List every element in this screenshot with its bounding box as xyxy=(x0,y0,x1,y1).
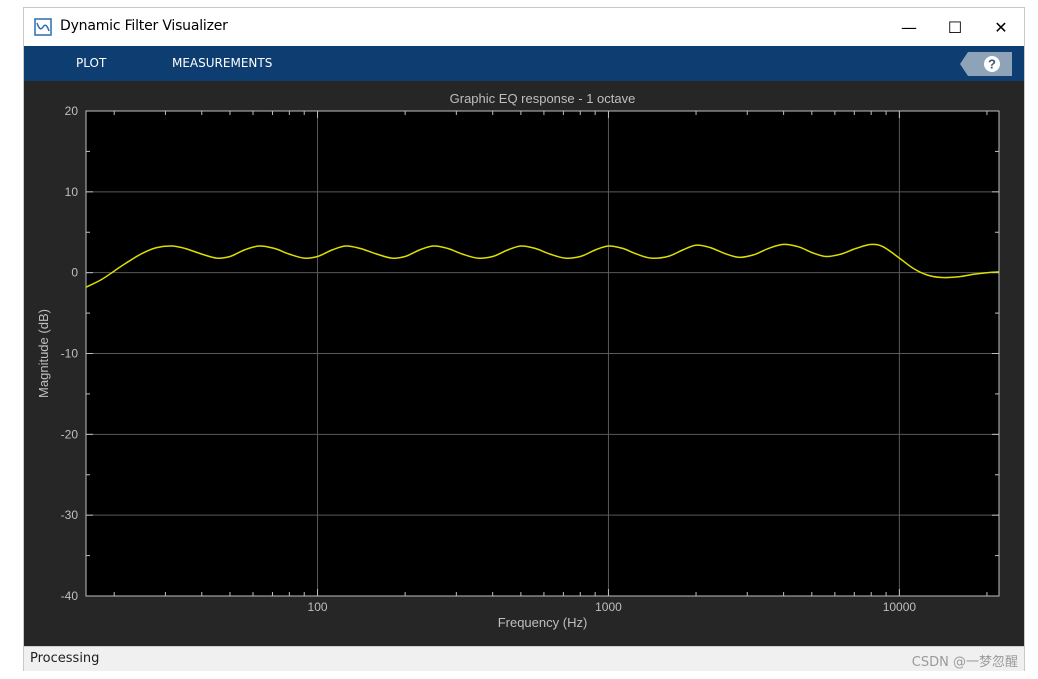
svg-text:?: ? xyxy=(988,57,996,72)
filter-visualizer-icon xyxy=(34,18,52,36)
tab-measurements[interactable]: MEASUREMENTS xyxy=(172,56,273,70)
y-axis-label: Magnitude (dB) xyxy=(36,309,51,398)
x-tick-label: 100 xyxy=(308,600,328,614)
chart-title: Graphic EQ response - 1 octave xyxy=(450,91,636,106)
app-window: Dynamic Filter Visualizer — ☐ ✕ PLOT MEA… xyxy=(24,8,1024,671)
close-button[interactable]: ✕ xyxy=(978,8,1024,46)
x-tick-label: 1000 xyxy=(595,600,622,614)
y-tick-label: -20 xyxy=(61,427,79,441)
magnitude-response-chart[interactable]: -40 -30 -20 -10 0 10 20 100 1000 10000 Graphic EQ … xyxy=(24,81,1024,646)
tab-plot[interactable]: PLOT xyxy=(76,56,107,70)
y-tick-label: -10 xyxy=(61,347,79,361)
x-tick-label: 10000 xyxy=(883,600,917,614)
y-tick-label: -30 xyxy=(61,508,79,522)
y-tick-label: 10 xyxy=(65,185,79,199)
close-icon: ✕ xyxy=(994,17,1008,37)
status-bar: Processing CSDN @一梦忽醒 xyxy=(24,646,1024,671)
maximize-icon: ☐ xyxy=(947,17,963,37)
x-axis-label: Frequency (Hz) xyxy=(498,615,588,630)
axes-frame xyxy=(85,110,1000,597)
y-tick-label: 0 xyxy=(71,266,78,280)
plot-area: -40 -30 -20 -10 0 10 20 100 1000 10000 Graphic EQ … xyxy=(24,81,1024,646)
y-tick-label: -40 xyxy=(61,589,79,603)
watermark-text: CSDN @一梦忽醒 xyxy=(911,655,1018,670)
toolstrip: PLOT MEASUREMENTS ? xyxy=(24,46,1024,81)
minimize-button[interactable]: — xyxy=(886,8,932,46)
status-text: Processing xyxy=(30,651,100,666)
y-tick-label: 20 xyxy=(65,104,79,118)
response-curve-line xyxy=(85,243,1000,288)
maximize-button[interactable]: ☐ xyxy=(932,8,978,46)
window-title: Dynamic Filter Visualizer xyxy=(60,18,228,34)
title-bar[interactable]: Dynamic Filter Visualizer — ☐ ✕ xyxy=(24,8,1024,46)
question-icon: ? xyxy=(984,56,1000,72)
minimize-icon: — xyxy=(901,17,917,37)
help-button[interactable]: ? xyxy=(960,52,1012,76)
